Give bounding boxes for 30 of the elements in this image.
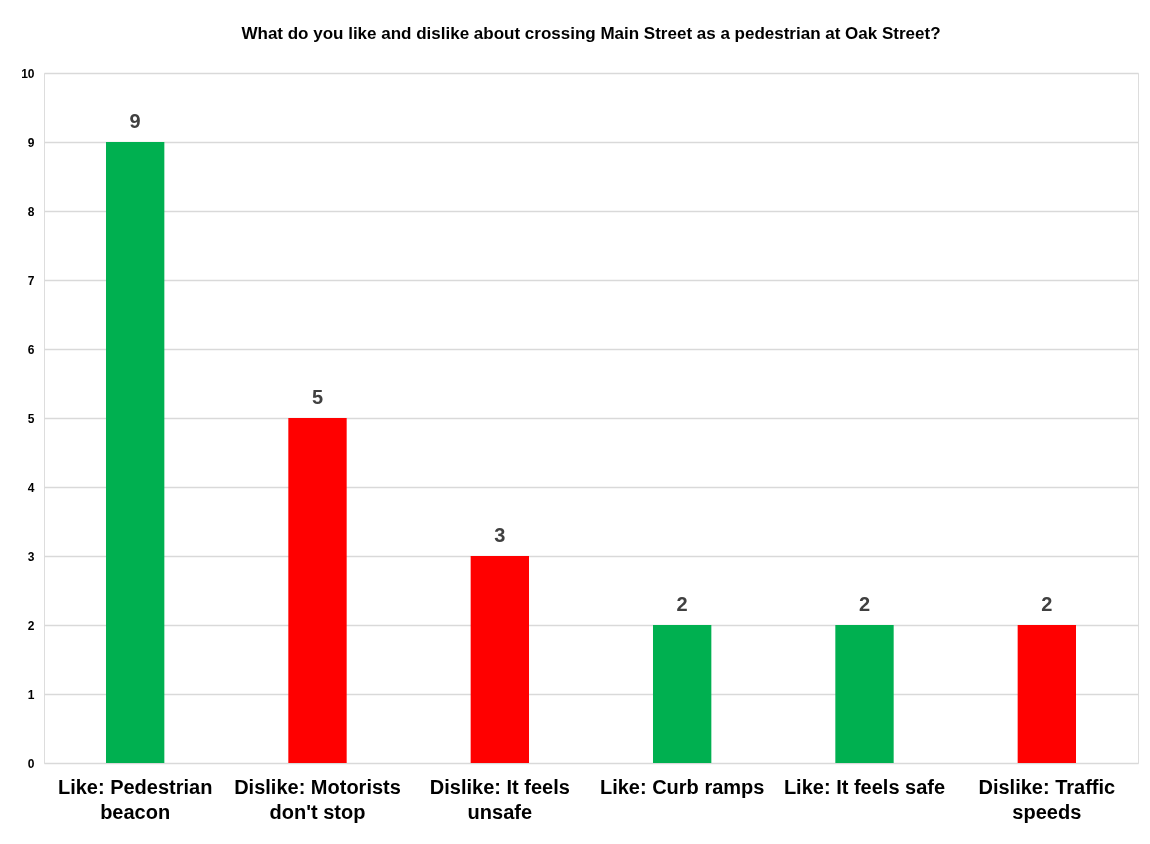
x-tick-label: Dislike: Traffic speeds (978, 775, 1116, 823)
y-tick-label: 2 (27, 618, 35, 633)
bar (652, 625, 712, 763)
y-tick-label: 1 (27, 687, 35, 702)
chart-title: What do you like and dislike about crossing Main Street as a pedestrian at Oak Street? (241, 24, 941, 43)
data-label: 2 (1041, 593, 1053, 615)
bar (105, 142, 165, 763)
y-tick-label: 7 (27, 273, 35, 288)
data-label: 5 (311, 386, 324, 408)
y-tick-label: 3 (27, 549, 35, 564)
y-tick-label: 5 (27, 411, 35, 426)
bar (1017, 625, 1077, 763)
x-tick-label: Dislike: Motorists don't stop (234, 775, 401, 823)
bar (470, 556, 530, 763)
x-tick-label: Like: Pedestrian beacon (57, 775, 213, 823)
y-tick-label: 6 (27, 342, 35, 357)
bar (288, 418, 347, 763)
x-tick-label: Dislike: It feels unsafe (429, 775, 570, 823)
x-tick-label: Like: Curb ramps (599, 775, 765, 798)
data-label: 9 (129, 110, 141, 132)
y-tick-label: 9 (27, 135, 35, 150)
y-tick-label: 10 (21, 66, 35, 81)
y-tick-label: 4 (27, 480, 35, 495)
bar (835, 625, 894, 763)
y-tick-label: 8 (27, 204, 35, 219)
data-label: 2 (676, 593, 688, 615)
data-label: 2 (858, 593, 871, 615)
data-label: 3 (494, 524, 506, 546)
y-tick-label: 0 (27, 756, 35, 771)
x-tick-label: Like: It feels safe (783, 775, 946, 798)
